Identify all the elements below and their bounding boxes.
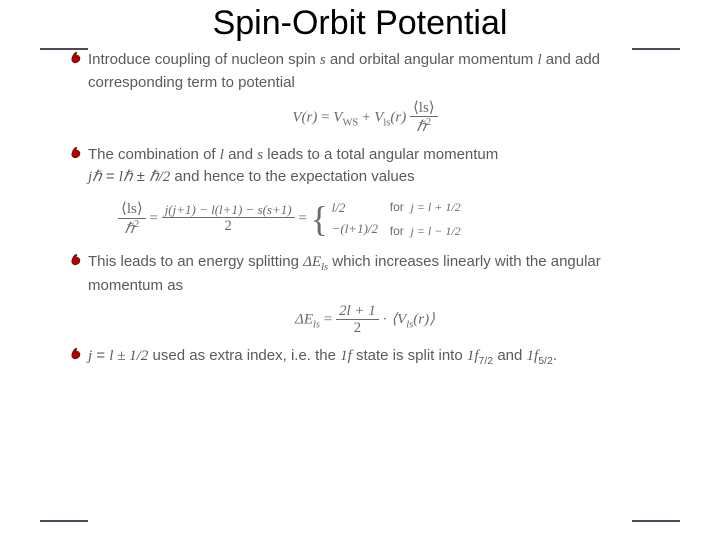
rule-bottom-left	[40, 520, 88, 522]
eq3-frac: 2l + 1 2	[336, 303, 379, 337]
item1-text-pre: Introduce coupling of nucleon spin	[88, 51, 320, 68]
item1-text-mid: and orbital angular momentum	[326, 51, 538, 68]
item4-1f52: 1f	[527, 348, 539, 364]
eq2-lhs-sup: 2	[134, 219, 139, 230]
eq2-lhs-hbar: ℏ	[124, 221, 134, 237]
eq1-vws-sub: WS	[342, 117, 358, 128]
list-item: j = l ± 1/2 used as extra index, i.e. th…	[88, 345, 642, 369]
eq2-mid-num: j(j+1) − l(l+1) − s(s+1)	[162, 203, 295, 218]
item2-text-pre: The combination of	[88, 146, 220, 163]
eq3-Vls-arg: (r)⟩	[413, 311, 435, 327]
item2-text-post: leads to a total angular momentum	[263, 146, 498, 163]
list-item: Introduce coupling of nucleon spin s and…	[88, 49, 642, 136]
item4-post: state is split into	[352, 347, 467, 364]
rule-top-left	[40, 48, 88, 50]
eq3-equals: =	[324, 311, 336, 327]
content-area: Introduce coupling of nucleon spin s and…	[0, 49, 720, 369]
eq2-case2: −(l+1)/2	[332, 221, 378, 236]
pepper-bullet-icon	[70, 348, 82, 360]
item4-1f: 1f	[340, 348, 352, 364]
eq2-brace: {	[311, 201, 328, 237]
eq2-equals2: =	[298, 210, 310, 226]
eq2-equals1: =	[149, 210, 161, 226]
item2-eq: =	[102, 168, 119, 185]
item2-jhbar: jℏ	[88, 169, 102, 185]
eq1-equals: =	[321, 109, 333, 125]
eq3-dot: ·	[383, 311, 392, 327]
pepper-bullet-icon	[70, 52, 82, 64]
eq2-mid-frac: j(j+1) − l(l+1) − s(s+1) 2	[162, 203, 295, 235]
pepper-bullet-icon	[70, 254, 82, 266]
eq2-lhs-num: ⟨ls⟩	[118, 201, 146, 219]
eq3-E: E	[304, 311, 313, 327]
eq2-cases: l/2 −(l+1)/2	[332, 198, 378, 240]
pepper-bullet-icon	[70, 147, 82, 159]
eq1-vls-arg: (r)	[390, 109, 406, 125]
item2-hbar2: ℏ/2	[149, 169, 170, 185]
eq2-case1-for: for j = l + 1/2	[390, 200, 461, 214]
item3-text-pre: This leads to an energy splitting	[88, 253, 303, 270]
item4-mid: used as extra index, i.e. the	[148, 347, 340, 364]
item2-text-mid: and	[224, 146, 257, 163]
eq1-plus: +	[362, 109, 370, 125]
equation-3: ΔEls = 2l + 1 2 · ⟨Vls(r)⟩	[88, 303, 642, 337]
eq3-den: 2	[336, 320, 379, 337]
eq3-num: 2l + 1	[336, 303, 379, 321]
rule-bottom-right	[632, 520, 680, 522]
equation-2: ⟨ls⟩ ℏ2 = j(j+1) − l(l+1) − s(s+1) 2 = {…	[88, 195, 642, 243]
eq2-lhs-frac: ⟨ls⟩ ℏ2	[118, 201, 146, 237]
eq1-lhs: V(r)	[292, 109, 317, 125]
item2-lhbar: lℏ	[119, 169, 133, 185]
list-item: The combination of l and s leads to a to…	[88, 144, 642, 244]
eq2-case2-for: for j = l − 1/2	[390, 224, 461, 238]
equation-1: V(r) = VWS + Vls(r) ⟨ls⟩ ℏ2	[88, 100, 642, 136]
eq1-frac-num: ⟨ls⟩	[410, 100, 438, 118]
item4-period: .	[553, 347, 557, 364]
item4-1f72: 1f	[467, 348, 479, 364]
eq1-hbar: ℏ	[416, 119, 426, 135]
eq1-frac-den: ℏ2	[410, 117, 438, 136]
eq2-mid-den: 2	[162, 218, 295, 235]
item3-E: E	[312, 254, 321, 270]
eq2-case1: l/2	[332, 200, 346, 215]
eq1-hbar-sup: 2	[426, 117, 431, 128]
list-item: This leads to an energy splitting ΔEls w…	[88, 251, 642, 337]
eq3-E-sub: ls	[313, 319, 320, 330]
eq1-vls: V	[374, 109, 383, 125]
eq1-frac: ⟨ls⟩ ℏ2	[410, 100, 438, 136]
item4-eq: =	[92, 347, 109, 364]
item4-1f72-sub: 7/2	[479, 355, 494, 367]
eq3-delta: Δ	[295, 311, 304, 327]
item4-pm: ± 1/2	[113, 348, 148, 364]
slide-title: Spin-Orbit Potential	[0, 0, 720, 49]
eq2-cases-for: for j = l + 1/2 for j = l − 1/2	[390, 195, 461, 243]
item3-delta: Δ	[303, 254, 312, 270]
eq3-Vls: ⟨V	[391, 311, 406, 327]
eq2-lhs-den: ℏ2	[118, 219, 146, 238]
item4-1f52-sub: 5/2	[538, 355, 553, 367]
item2-tail: and hence to the expectation values	[170, 168, 414, 185]
item4-and: and	[493, 347, 526, 364]
item2-pm: ±	[132, 168, 149, 185]
